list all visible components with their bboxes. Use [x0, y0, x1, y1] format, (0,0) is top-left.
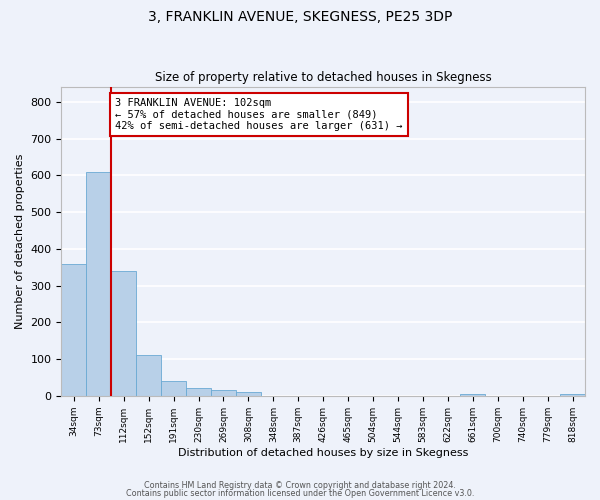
- Text: 3 FRANKLIN AVENUE: 102sqm
← 57% of detached houses are smaller (849)
42% of semi: 3 FRANKLIN AVENUE: 102sqm ← 57% of detac…: [115, 98, 403, 132]
- X-axis label: Distribution of detached houses by size in Skegness: Distribution of detached houses by size …: [178, 448, 469, 458]
- Bar: [236, 392, 261, 396]
- Bar: [136, 354, 161, 396]
- Bar: [560, 394, 585, 396]
- Y-axis label: Number of detached properties: Number of detached properties: [15, 154, 25, 329]
- Bar: [161, 381, 186, 396]
- Bar: [86, 172, 111, 396]
- Title: Size of property relative to detached houses in Skegness: Size of property relative to detached ho…: [155, 72, 491, 85]
- Text: 3, FRANKLIN AVENUE, SKEGNESS, PE25 3DP: 3, FRANKLIN AVENUE, SKEGNESS, PE25 3DP: [148, 10, 452, 24]
- Bar: [61, 264, 86, 396]
- Text: Contains HM Land Registry data © Crown copyright and database right 2024.: Contains HM Land Registry data © Crown c…: [144, 481, 456, 490]
- Bar: [186, 388, 211, 396]
- Bar: [211, 390, 236, 396]
- Bar: [111, 271, 136, 396]
- Bar: [460, 394, 485, 396]
- Text: Contains public sector information licensed under the Open Government Licence v3: Contains public sector information licen…: [126, 488, 474, 498]
